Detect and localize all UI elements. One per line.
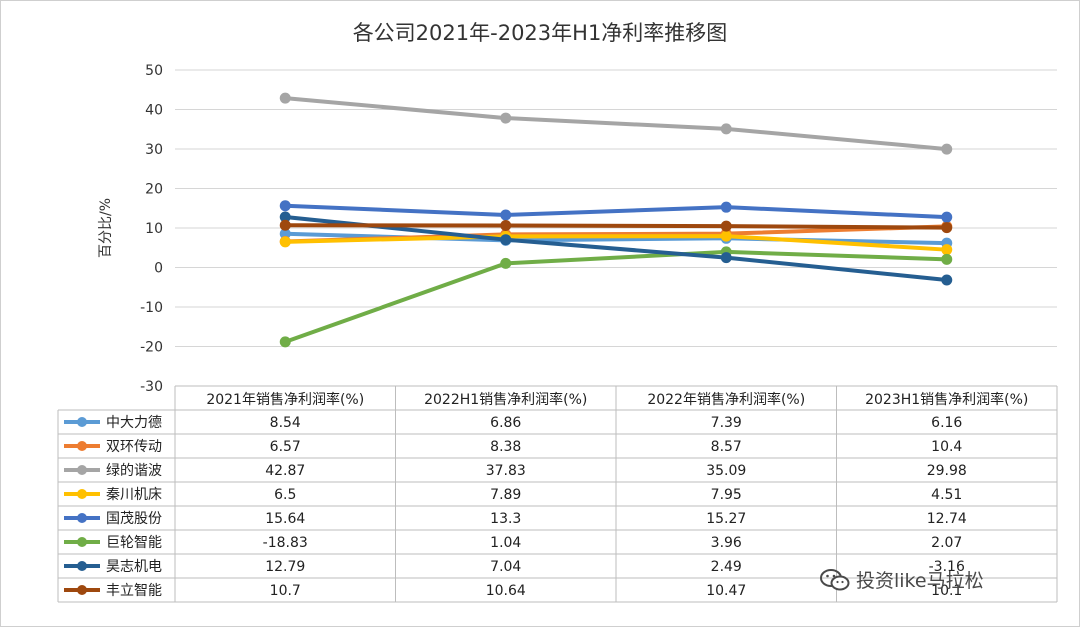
data-label: 3.96 [711, 535, 742, 551]
data-point [720, 220, 732, 232]
legend-swatch-marker [77, 537, 87, 547]
data-point [279, 228, 291, 240]
data-label: -3.16 [929, 559, 965, 575]
data-label: 10.4 [931, 439, 962, 455]
data-point [941, 143, 953, 155]
data-point [941, 211, 953, 223]
data-label: 4.51 [931, 487, 962, 503]
data-point [500, 219, 512, 231]
legend-swatch-marker [77, 465, 87, 475]
data-label: 7.39 [711, 415, 742, 431]
data-label: 8.38 [490, 439, 521, 455]
data-label: 6.16 [931, 415, 962, 431]
data-label: 1.04 [490, 535, 521, 551]
data-label: 6.86 [490, 415, 521, 431]
data-point [279, 236, 291, 248]
y-tick-label: -30 [140, 379, 163, 395]
legend-label: 昊志机电 [106, 559, 162, 575]
data-label: 10.47 [706, 583, 746, 599]
data-point [500, 112, 512, 124]
data-point [279, 200, 291, 212]
x-category-label: 2022年销售净利润率(%) [647, 391, 805, 408]
series-line [283, 234, 949, 252]
data-label: 13.3 [490, 511, 521, 527]
data-point [720, 201, 732, 213]
legend-label: 巨轮智能 [106, 535, 162, 551]
y-tick-label: 0 [154, 261, 163, 277]
data-point [500, 257, 512, 269]
x-category-label: 2021年销售净利润率(%) [206, 391, 364, 408]
data-point [279, 211, 291, 223]
legend-label: 绿的谐波 [106, 463, 162, 479]
data-label: 8.54 [270, 415, 301, 431]
data-label: 12.79 [265, 559, 305, 575]
legend-swatch-marker [77, 585, 87, 595]
data-label: 29.98 [927, 463, 967, 479]
data-point [279, 336, 291, 348]
data-point [720, 230, 732, 242]
legend-label: 国茂股份 [106, 510, 162, 527]
data-label: 7.04 [490, 559, 521, 575]
y-axis-label: 百分比/% [98, 198, 114, 258]
data-label: 2.07 [931, 535, 962, 551]
data-label: 37.83 [486, 463, 526, 479]
legend-label: 中大力德 [106, 415, 162, 431]
legend-label: 双环传动 [106, 439, 162, 455]
data-point [941, 253, 953, 265]
data-label: 10.64 [486, 583, 526, 599]
wechat-icon [820, 568, 850, 590]
x-category-label: 2022H1销售净利润率(%) [424, 391, 587, 408]
data-point [941, 274, 953, 286]
y-tick-label: -20 [140, 340, 163, 356]
data-label: 7.95 [711, 487, 742, 503]
series-line [283, 203, 949, 220]
data-point [720, 123, 732, 135]
legend-swatch-marker [77, 561, 87, 571]
watermark: 投资like马拉松 [820, 566, 984, 593]
data-point [279, 92, 291, 104]
data-label: 42.87 [265, 463, 305, 479]
legend-label: 丰立智能 [106, 583, 162, 599]
data-label: 12.74 [927, 511, 967, 527]
data-label: 15.27 [706, 511, 746, 527]
y-tick-label: 20 [145, 182, 163, 198]
legend-swatch-marker [77, 417, 87, 427]
legend-swatch-marker [77, 441, 87, 451]
data-label: 7.89 [490, 487, 521, 503]
data-point [941, 222, 953, 234]
series-line [283, 223, 949, 230]
data-point [720, 252, 732, 264]
data-label: 2.49 [711, 559, 742, 575]
legend-label: 秦川机床 [106, 487, 162, 503]
series-line [283, 214, 949, 282]
data-label: 6.5 [274, 487, 296, 503]
y-tick-label: 50 [145, 63, 163, 79]
data-point [279, 219, 291, 231]
chart-title: 各公司2021年-2023年H1净利率推移图 [353, 21, 728, 45]
series-line [283, 96, 949, 152]
data-point [500, 234, 512, 246]
data-label: 10.7 [270, 583, 301, 599]
y-tick-label: 40 [145, 103, 163, 119]
legend-swatch-marker [77, 489, 87, 499]
data-label: 15.64 [265, 511, 305, 527]
data-label: 35.09 [706, 463, 746, 479]
watermark-text: 投资like马拉松 [856, 570, 984, 592]
y-tick-label: 10 [145, 221, 163, 237]
y-tick-label: 30 [145, 142, 163, 158]
data-label: -18.83 [263, 535, 308, 551]
data-label: 10.1 [931, 583, 962, 599]
x-category-label: 2023H1销售净利润率(%) [865, 391, 1028, 408]
data-point [500, 209, 512, 221]
series-line [283, 249, 949, 344]
y-tick-label: -10 [140, 300, 163, 316]
data-point [941, 244, 953, 256]
legend-swatch-marker [77, 513, 87, 523]
data-label: 8.57 [711, 439, 742, 455]
data-label: 6.57 [270, 439, 301, 455]
